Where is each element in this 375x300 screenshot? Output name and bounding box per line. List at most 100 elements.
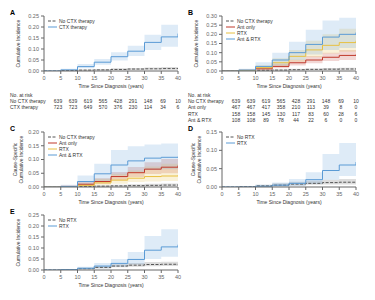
svg-text:RTX: RTX (237, 140, 248, 146)
svg-text:25: 25 (303, 75, 309, 81)
svg-text:0.00: 0.00 (28, 184, 39, 190)
svg-text:Ant only: Ant only (237, 24, 256, 30)
svg-text:28: 28 (338, 111, 344, 117)
svg-text:5: 5 (59, 75, 62, 81)
svg-text:Cumulative Incidence: Cumulative Incidence (15, 19, 21, 67)
svg-text:10: 10 (353, 98, 359, 104)
svg-text:E: E (10, 208, 15, 215)
svg-text:35: 35 (158, 191, 164, 197)
svg-text:0.25: 0.25 (28, 13, 39, 19)
svg-text:89: 89 (263, 117, 269, 123)
svg-text:114: 114 (144, 104, 152, 110)
svg-text:15: 15 (91, 191, 97, 197)
svg-text:10: 10 (252, 191, 258, 197)
svg-text:Ant only: Ant only (59, 140, 78, 146)
svg-text:639: 639 (247, 98, 256, 104)
svg-text:0.15: 0.15 (28, 143, 39, 149)
svg-text:40: 40 (175, 274, 181, 280)
svg-text:0.00: 0.00 (28, 267, 39, 273)
svg-text:15: 15 (269, 191, 275, 197)
svg-text:117: 117 (292, 111, 300, 117)
svg-text:0.20: 0.20 (206, 31, 217, 37)
svg-text:723: 723 (54, 104, 63, 110)
svg-text:0.10: 0.10 (28, 156, 39, 162)
svg-text:25: 25 (125, 274, 131, 280)
svg-text:40: 40 (353, 75, 359, 81)
svg-text:CTX therapy: CTX therapy (10, 104, 39, 110)
svg-text:0: 0 (220, 75, 223, 81)
svg-text:467: 467 (247, 104, 256, 110)
svg-text:417: 417 (262, 104, 271, 110)
svg-text:0.15: 0.15 (28, 35, 39, 41)
svg-text:158: 158 (232, 111, 241, 117)
svg-text:10: 10 (252, 75, 258, 81)
svg-text:No. at risk: No. at risk (188, 92, 211, 98)
svg-text:30: 30 (319, 75, 325, 81)
svg-text:Cause-Specific: Cause-Specific (190, 142, 196, 176)
svg-text:148: 148 (144, 98, 153, 104)
svg-text:649: 649 (84, 104, 93, 110)
svg-text:Time Since Diagnosis (years): Time Since Diagnosis (years) (256, 83, 321, 89)
svg-text:0: 0 (42, 191, 45, 197)
svg-text:44: 44 (293, 117, 299, 123)
svg-text:20: 20 (108, 75, 114, 81)
svg-text:8: 8 (340, 104, 343, 110)
svg-text:5: 5 (237, 75, 240, 81)
svg-text:0.00: 0.00 (206, 68, 217, 74)
svg-text:108: 108 (232, 117, 241, 123)
svg-text:No CTX therapy: No CTX therapy (59, 134, 95, 140)
svg-text:20: 20 (108, 191, 114, 197)
svg-text:No RTX: No RTX (237, 134, 255, 140)
svg-text:30: 30 (319, 191, 325, 197)
svg-text:Cumulative Incidence: Cumulative Incidence (18, 135, 24, 183)
svg-text:D: D (188, 125, 193, 132)
svg-text:78: 78 (278, 117, 284, 123)
svg-text:5: 5 (237, 191, 240, 197)
svg-text:130: 130 (277, 111, 286, 117)
svg-text:35: 35 (158, 274, 164, 280)
svg-text:619: 619 (84, 98, 93, 104)
svg-text:15: 15 (91, 75, 97, 81)
svg-text:0.05: 0.05 (28, 170, 39, 176)
svg-text:RTX: RTX (59, 146, 70, 152)
svg-text:30: 30 (141, 191, 147, 197)
svg-text:291: 291 (307, 98, 316, 104)
svg-text:35: 35 (158, 75, 164, 81)
svg-text:10: 10 (74, 75, 80, 81)
svg-text:0.05: 0.05 (28, 256, 39, 262)
svg-text:113: 113 (307, 104, 315, 110)
svg-text:5: 5 (59, 191, 62, 197)
svg-text:0.15: 0.15 (206, 129, 217, 135)
svg-text:25: 25 (125, 75, 131, 81)
svg-text:Time Since Diagnosis (years): Time Since Diagnosis (years) (78, 83, 143, 89)
svg-text:0: 0 (355, 104, 358, 110)
svg-text:108: 108 (247, 117, 256, 123)
svg-text:0: 0 (340, 117, 343, 123)
svg-text:30: 30 (141, 75, 147, 81)
svg-text:148: 148 (322, 98, 331, 104)
svg-text:639: 639 (69, 98, 78, 104)
svg-text:145: 145 (262, 111, 271, 117)
svg-text:RTX: RTX (188, 111, 199, 117)
svg-text:No CTX therapy: No CTX therapy (59, 18, 95, 24)
svg-text:0.20: 0.20 (28, 223, 39, 229)
svg-text:0.05: 0.05 (206, 166, 217, 172)
svg-text:Cumulative Incidence: Cumulative Incidence (15, 218, 21, 266)
svg-text:428: 428 (114, 98, 123, 104)
svg-text:10: 10 (74, 191, 80, 197)
svg-text:358: 358 (277, 104, 286, 110)
svg-text:15: 15 (91, 274, 97, 280)
svg-text:0: 0 (42, 75, 45, 81)
svg-text:CTX therapy: CTX therapy (59, 24, 88, 30)
svg-text:60: 60 (323, 111, 329, 117)
svg-text:5: 5 (59, 274, 62, 280)
svg-text:0.10: 0.10 (28, 46, 39, 52)
svg-text:0.20: 0.20 (28, 129, 39, 135)
svg-text:20: 20 (108, 274, 114, 280)
svg-text:15: 15 (269, 75, 275, 81)
svg-text:69: 69 (338, 98, 344, 104)
svg-text:0.10: 0.10 (28, 245, 39, 251)
svg-text:467: 467 (232, 104, 241, 110)
svg-text:158: 158 (247, 111, 256, 117)
svg-text:No CTX therapy: No CTX therapy (237, 18, 273, 24)
